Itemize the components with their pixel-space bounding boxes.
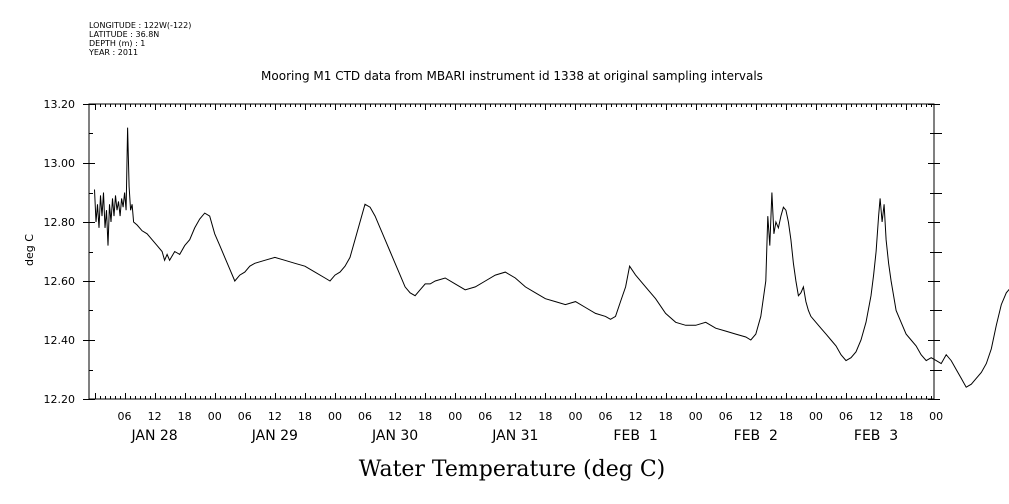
day-label: FEB 3: [854, 428, 898, 444]
metadata-block: LONGITUDE : 122W(-122) LATITUDE : 36.8N …: [89, 21, 191, 57]
x-tick-label: 06: [599, 410, 613, 423]
meta-depth: DEPTH (m) : 1: [89, 39, 146, 48]
x-tick-label: 00: [809, 410, 823, 423]
x-tick-label: 00: [448, 410, 462, 423]
x-tick-label: 12: [508, 410, 522, 423]
day-label: FEB 2: [734, 428, 778, 444]
x-tick-label: 12: [629, 410, 643, 423]
day-labels: JAN 28 JAN 29 JAN 30 JAN 31 FEB 1 FEB 2 FEB 3: [131, 428, 899, 444]
x-tick-label: 06: [719, 410, 733, 423]
x-tick-label: 18: [779, 410, 793, 423]
x-tick-label: 06: [358, 410, 372, 423]
day-label: JAN 28: [131, 428, 178, 444]
x-tick-label: 00: [929, 410, 943, 423]
x-tick-label: 00: [689, 410, 703, 423]
y-tick-label: 12.80: [44, 216, 76, 229]
axes: [88, 103, 935, 400]
day-label: JAN 30: [371, 428, 418, 444]
y-axis-label: deg C: [23, 234, 36, 266]
day-label: FEB 1: [613, 428, 657, 444]
y-tick-label: 12.20: [44, 393, 76, 406]
x-tick-label: 18: [899, 410, 913, 423]
x-tick-label: 18: [659, 410, 673, 423]
x-tick-label: 06: [118, 410, 132, 423]
day-label: JAN 29: [251, 428, 298, 444]
x-tick-label: 06: [478, 410, 492, 423]
day-label: JAN 31: [491, 428, 538, 444]
x-tick-label: 12: [148, 410, 162, 423]
axis-ticks: [83, 104, 942, 400]
x-tick-label: 12: [388, 410, 402, 423]
chart-title: Mooring M1 CTD data from MBARI instrumen…: [261, 69, 763, 83]
x-tick-label: 06: [238, 410, 252, 423]
temperature-series-line: [94, 127, 1009, 388]
plot-frame: [88, 103, 935, 400]
y-tick-label: 12.60: [44, 275, 76, 288]
x-tick-label: 18: [418, 410, 432, 423]
x-tick-label: 00: [328, 410, 342, 423]
y-tick-label: 12.40: [44, 334, 76, 347]
x-tick-label: 00: [208, 410, 222, 423]
y-tick-label: 13.00: [44, 157, 76, 170]
meta-latitude: LATITUDE : 36.8N: [89, 30, 160, 39]
x-axis-label: Water Temperature (deg C): [359, 457, 666, 482]
x-tick-label: 12: [268, 410, 282, 423]
meta-year: YEAR : 2011: [89, 48, 139, 57]
x-tick-label: 18: [178, 410, 192, 423]
x-tick-label: 18: [298, 410, 312, 423]
y-tick-labels: 12.20 12.40 12.60 12.80 13.00 13.20: [44, 98, 76, 406]
x-tick-labels: 06 12 18 00 06 12 18 00 06 12 18 00 06 12 18 00 06 12 18 00…: [118, 410, 944, 423]
x-tick-label: 12: [869, 410, 883, 423]
x-tick-label: 00: [568, 410, 582, 423]
meta-longitude: LONGITUDE : 122W(-122): [89, 21, 192, 30]
y-tick-label: 13.20: [44, 98, 76, 111]
x-tick-label: 18: [538, 410, 552, 423]
x-tick-label: 06: [839, 410, 853, 423]
x-tick-label: 12: [749, 410, 763, 423]
